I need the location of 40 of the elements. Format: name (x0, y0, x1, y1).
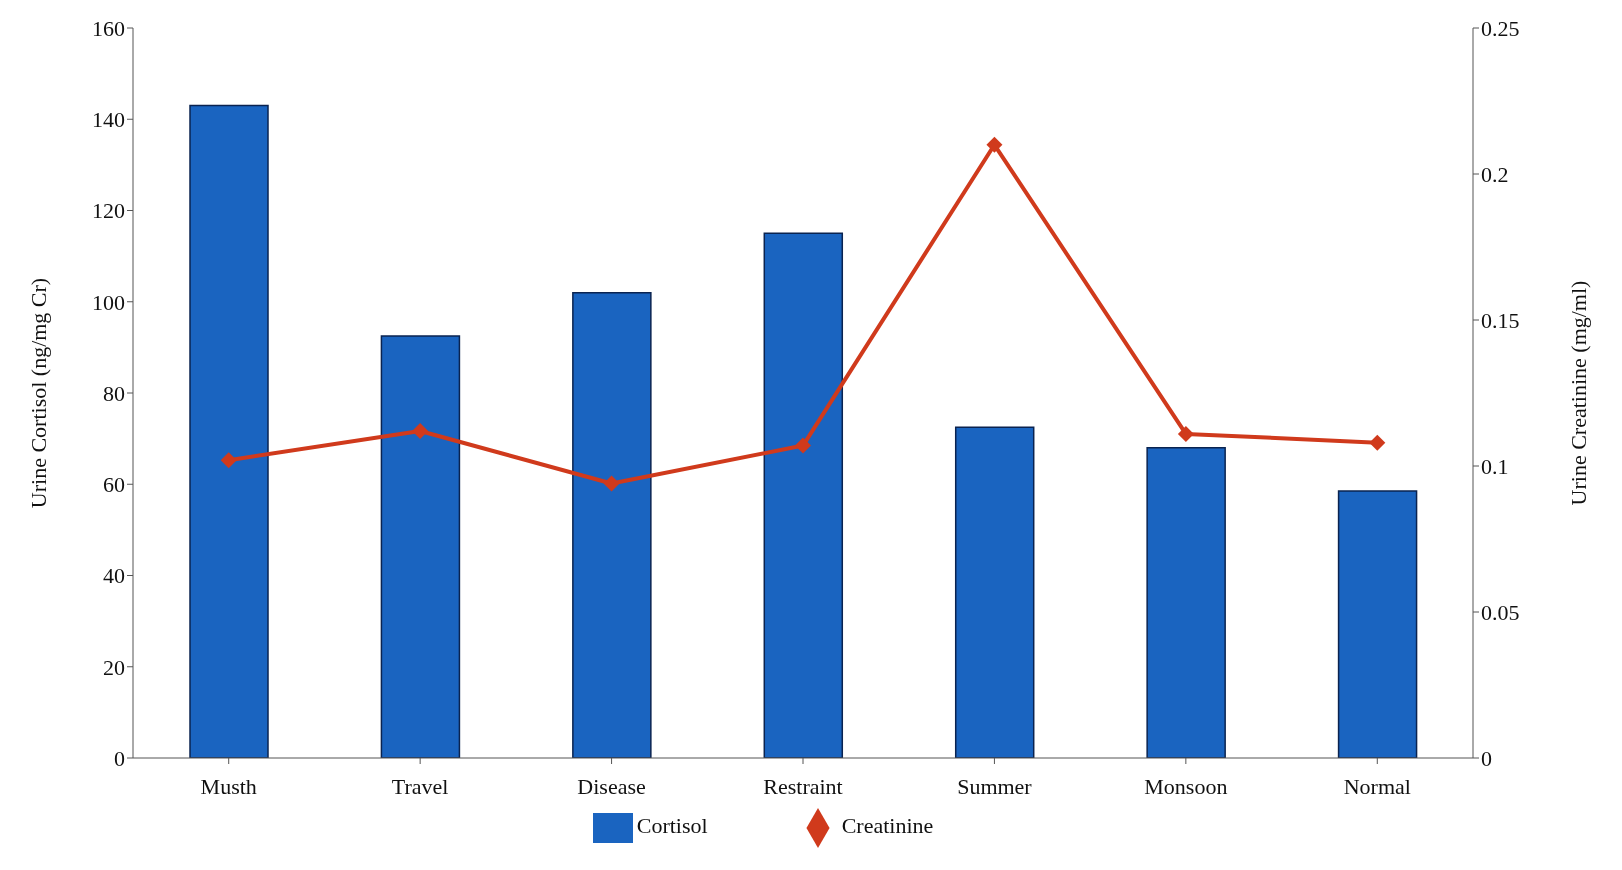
bar (763, 232, 844, 758)
x-tick-label: Disease (577, 773, 646, 799)
y-tick-label: 60 (103, 472, 125, 498)
bar (954, 426, 1035, 758)
y2-axis-title: Urine Creatinine (mg/ml) (1565, 280, 1591, 506)
x-tick-label: Normal (1343, 773, 1411, 799)
x-tick-label: Restraint (763, 773, 843, 799)
point (412, 422, 429, 439)
x-tick-label: Musth (200, 773, 257, 799)
y2-tick-label: 0.05 (1481, 599, 1520, 625)
y-axis-title: Urine Cortisol (ng/mg Cr) (25, 277, 51, 509)
bar (189, 104, 269, 758)
bar (1337, 490, 1418, 758)
y-tick-label: 160 (92, 15, 125, 41)
bar (572, 291, 652, 758)
y-tick-label: 100 (92, 289, 125, 315)
y-tick-label: 80 (103, 380, 125, 406)
x-tick-label: Summer (957, 773, 1033, 799)
y-tick-label: 120 (92, 198, 125, 224)
y-tick-label: 140 (92, 107, 125, 133)
legend-label: Cortisol (636, 813, 708, 839)
point (986, 136, 1003, 153)
y2-tick-label: 0.25 (1481, 15, 1520, 41)
y-tick-label: 0 (114, 745, 125, 771)
y-tick-label: 20 (103, 654, 125, 680)
y2-tick-label: 0.1 (1481, 453, 1509, 479)
y2-tick-label: 0.15 (1481, 307, 1520, 333)
legend-label: Creatinine (841, 813, 934, 839)
x-tick-label: Travel (391, 773, 449, 799)
y2-tick-label: 0.2 (1481, 161, 1509, 187)
point (1369, 434, 1386, 451)
bar (380, 335, 461, 758)
point (603, 475, 620, 492)
y-tick-label: 40 (103, 563, 125, 589)
point (795, 437, 811, 454)
point (1177, 425, 1194, 442)
point (220, 452, 237, 469)
bar (1146, 447, 1226, 758)
y2-tick-label: 0 (1481, 745, 1492, 771)
x-tick-label: Monsoon (1144, 773, 1228, 799)
